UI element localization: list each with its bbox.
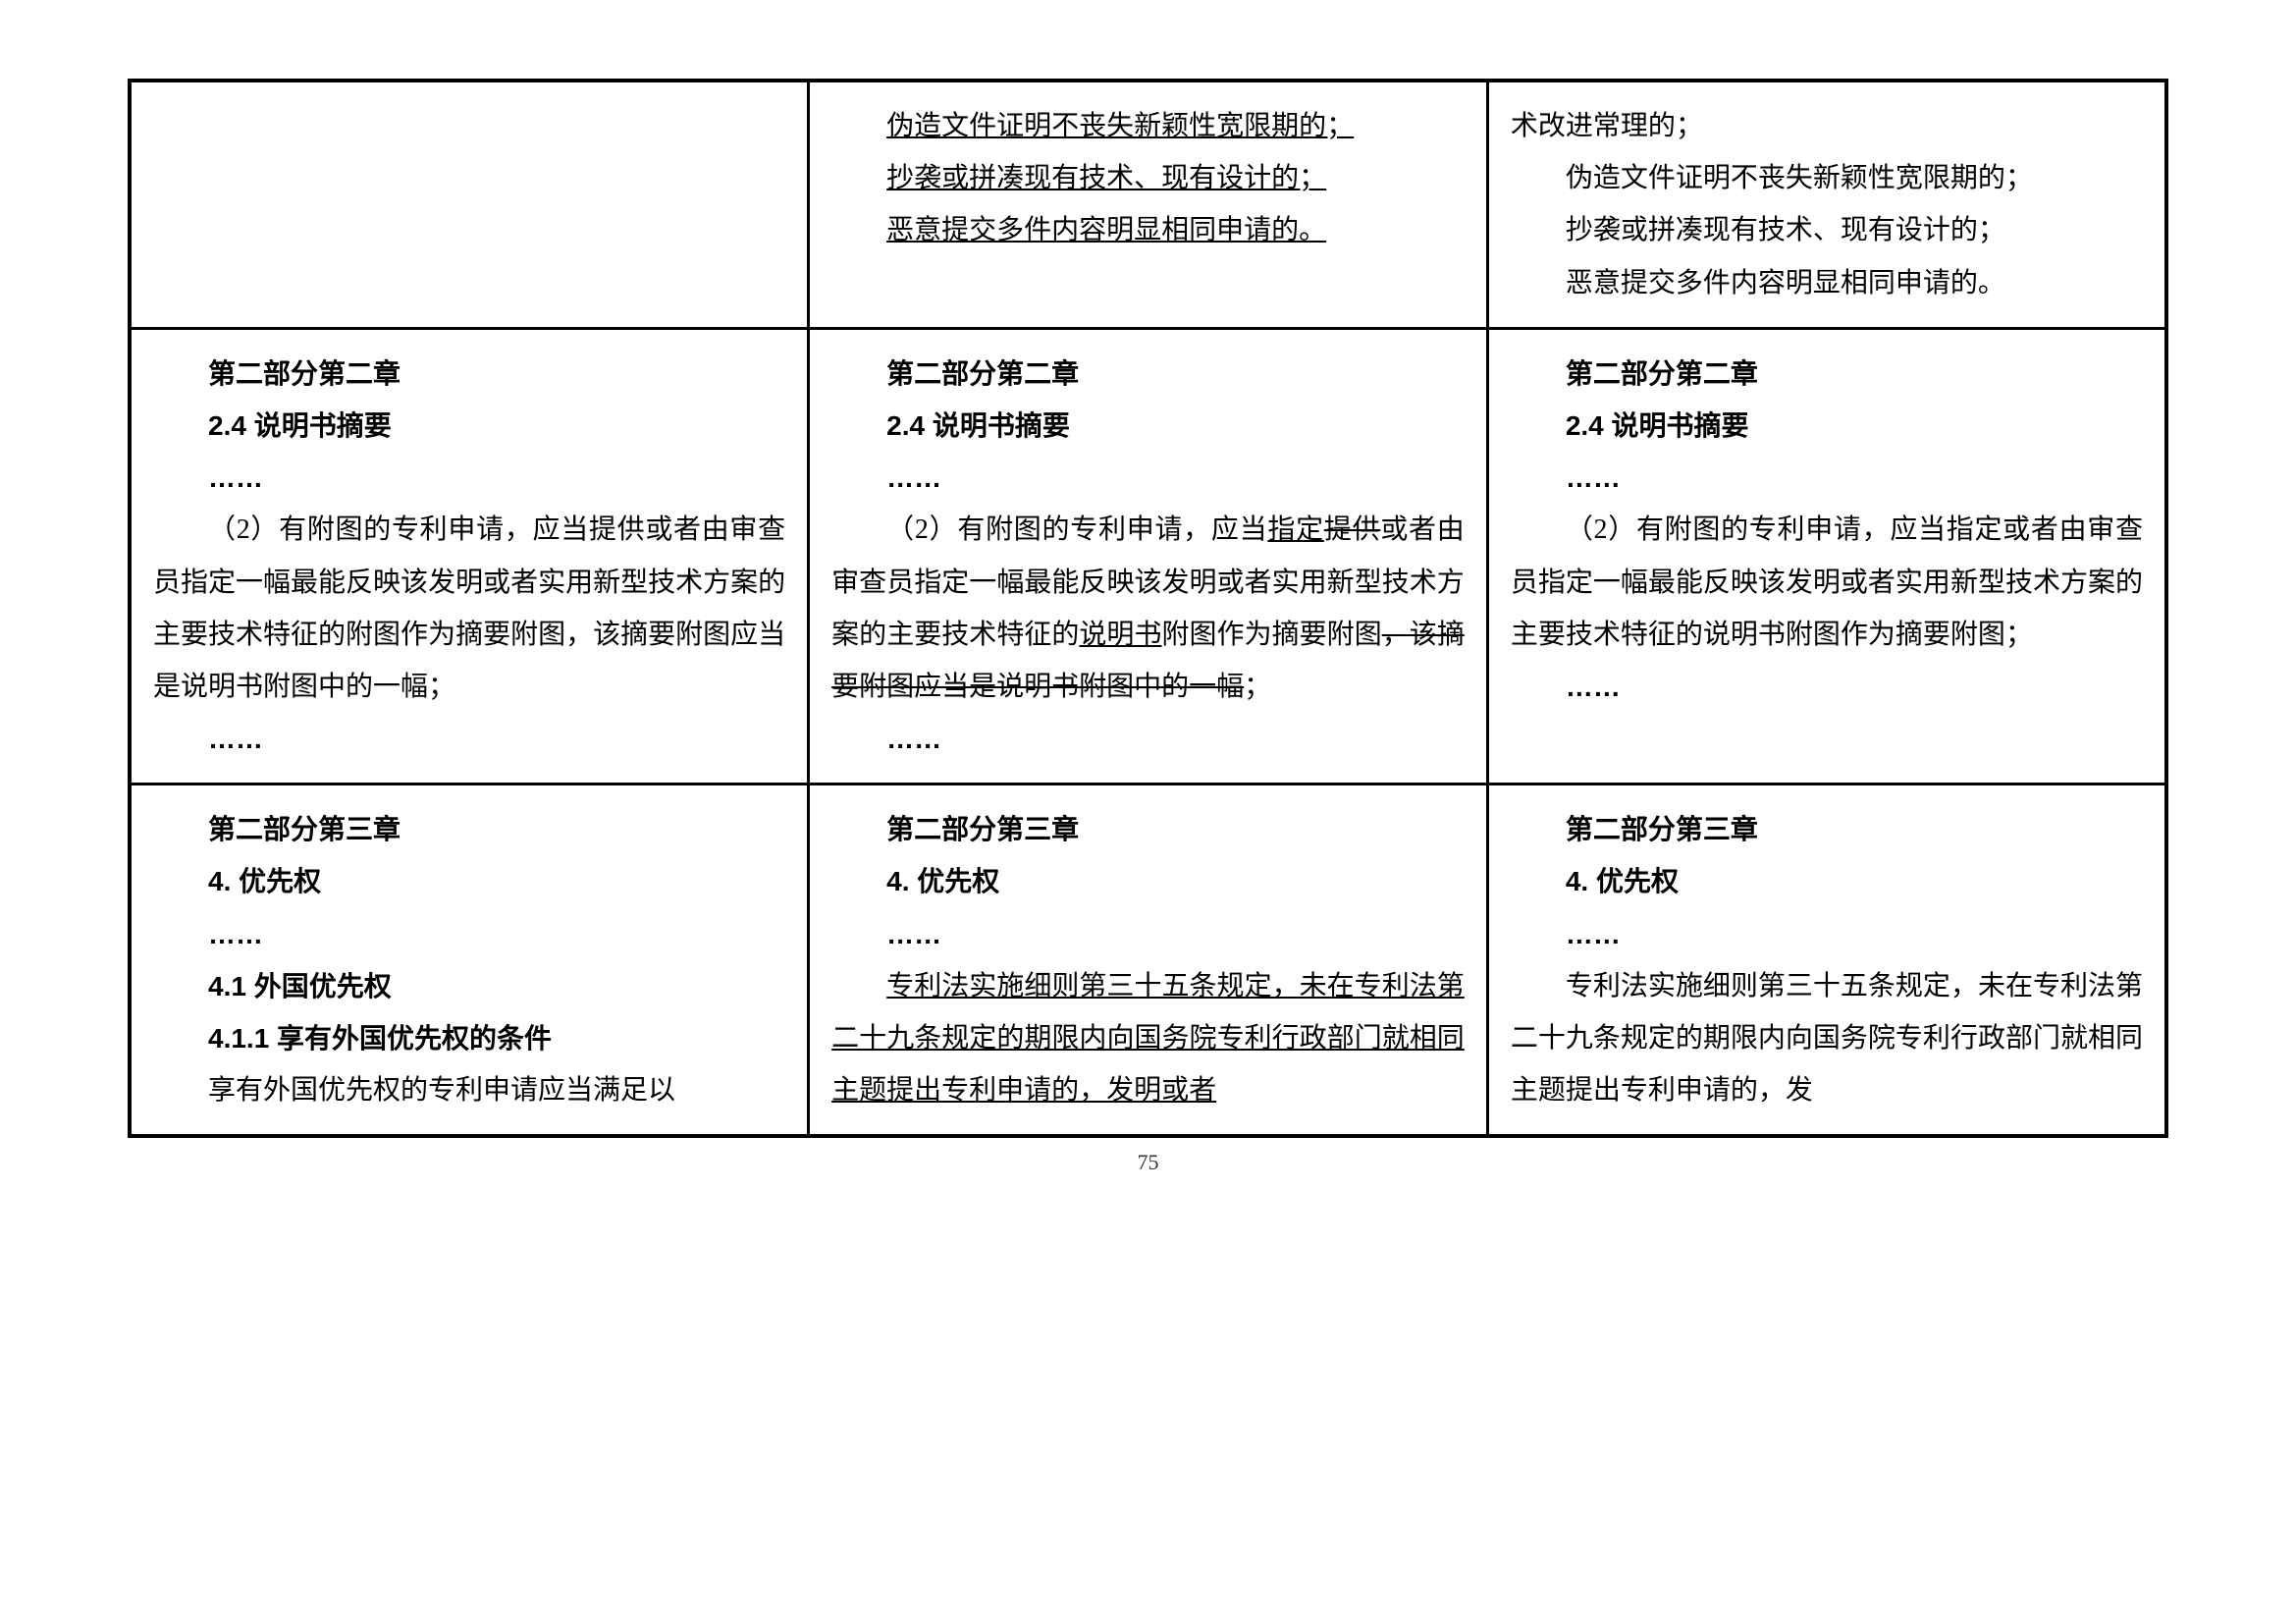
cell-r3c3: 第二部分第三章 4. 优先权 …… 专利法实施细则第三十五条规定，未在专利法第二… bbox=[1487, 784, 2166, 1137]
chapter-heading: 第二部分第二章 bbox=[153, 348, 785, 400]
text-span: （2）有附图的专利申请，应当 bbox=[886, 514, 1267, 545]
cell-r3c1: 第二部分第三章 4. 优先权 …… 4.1 外国优先权 4.1.1 享有外国优先… bbox=[130, 784, 809, 1137]
chapter-heading: 第二部分第二章 bbox=[831, 348, 1465, 400]
chapter-heading: 第二部分第二章 bbox=[1511, 348, 2143, 400]
ellipsis: …… bbox=[831, 452, 1465, 504]
body-text: （2）有附图的专利申请，应当指定或者由审查员指定一幅最能反映该发明或者实用新型技… bbox=[1511, 504, 2143, 661]
chapter-heading: 第二部分第三章 bbox=[831, 803, 1465, 855]
cell-r1c3: 术改进常理的； 伪造文件证明不丧失新颖性宽限期的； 抄袭或拼凑现有技术、现有设计… bbox=[1487, 81, 2166, 328]
cell-r2c1: 第二部分第二章 2.4 说明书摘要 …… （2）有附图的专利申请，应当提供或者由… bbox=[130, 328, 809, 784]
text-line: 抄袭或拼凑现有技术、现有设计的； bbox=[1511, 204, 2143, 256]
text-line: 恶意提交多件内容明显相同申请的。 bbox=[1511, 257, 2143, 309]
ellipsis: …… bbox=[831, 713, 1465, 765]
ellipsis: …… bbox=[831, 908, 1465, 960]
ellipsis: …… bbox=[153, 713, 785, 765]
deleted-text: 提供 bbox=[1324, 514, 1380, 545]
text-line: 术改进常理的； bbox=[1511, 100, 2143, 152]
section-heading: 4. 优先权 bbox=[153, 855, 785, 907]
section-heading: 2.4 说明书摘要 bbox=[153, 400, 785, 452]
subsection-heading: 4.1.1 享有外国优先权的条件 bbox=[153, 1012, 785, 1064]
inserted-text: 专利法实施细则第三十五条规定，未在专利法第二十九条规定的期限内向国务院专利行政部… bbox=[831, 971, 1465, 1106]
text-line: 抄袭或拼凑现有技术、现有设计的； bbox=[886, 163, 1326, 193]
section-heading: 2.4 说明书摘要 bbox=[831, 400, 1465, 452]
text-line: 伪造文件证明不丧失新颖性宽限期的； bbox=[1511, 152, 2143, 204]
text-span: 附图作为摘要附图 bbox=[1162, 620, 1382, 650]
ellipsis: …… bbox=[1511, 452, 2143, 504]
section-heading: 4. 优先权 bbox=[1511, 855, 2143, 907]
cell-r2c3: 第二部分第二章 2.4 说明书摘要 …… （2）有附图的专利申请，应当指定或者由… bbox=[1487, 328, 2166, 784]
comparison-table: 伪造文件证明不丧失新颖性宽限期的； 抄袭或拼凑现有技术、现有设计的； 恶意提交多… bbox=[128, 79, 2168, 1138]
body-text: （2）有附图的专利申请，应当指定提供或者由审查员指定一幅最能反映该发明或者实用新… bbox=[831, 504, 1465, 713]
body-text: （2）有附图的专利申请，应当提供或者由审查员指定一幅最能反映该发明或者实用新型技… bbox=[153, 504, 785, 713]
ellipsis: …… bbox=[1511, 661, 2143, 713]
ellipsis: …… bbox=[1511, 908, 2143, 960]
page-container: 伪造文件证明不丧失新颖性宽限期的； 抄袭或拼凑现有技术、现有设计的； 恶意提交多… bbox=[0, 0, 2296, 1224]
section-heading: 4. 优先权 bbox=[831, 855, 1465, 907]
ellipsis: …… bbox=[153, 908, 785, 960]
text-span: ； bbox=[1244, 672, 1271, 702]
body-text: 享有外国优先权的专利申请应当满足以 bbox=[153, 1064, 785, 1116]
text-line: 伪造文件证明不丧失新颖性宽限期的； bbox=[886, 111, 1354, 141]
cell-r3c2: 第二部分第三章 4. 优先权 …… 专利法实施细则第三十五条规定，未在专利法第二… bbox=[809, 784, 1488, 1137]
chapter-heading: 第二部分第三章 bbox=[153, 803, 785, 855]
body-text: 专利法实施细则第三十五条规定，未在专利法第二十九条规定的期限内向国务院专利行政部… bbox=[831, 960, 1465, 1117]
text-line: 恶意提交多件内容明显相同申请的。 bbox=[886, 215, 1326, 245]
cell-r1c2: 伪造文件证明不丧失新颖性宽限期的； 抄袭或拼凑现有技术、现有设计的； 恶意提交多… bbox=[809, 81, 1488, 328]
page-number: 75 bbox=[128, 1150, 2168, 1175]
inserted-text: 说明书 bbox=[1079, 620, 1161, 650]
chapter-heading: 第二部分第三章 bbox=[1511, 803, 2143, 855]
cell-r2c2: 第二部分第二章 2.4 说明书摘要 …… （2）有附图的专利申请，应当指定提供或… bbox=[809, 328, 1488, 784]
ellipsis: …… bbox=[153, 452, 785, 504]
table-row: 第二部分第二章 2.4 说明书摘要 …… （2）有附图的专利申请，应当提供或者由… bbox=[130, 328, 2166, 784]
section-heading: 2.4 说明书摘要 bbox=[1511, 400, 2143, 452]
table-row: 第二部分第三章 4. 优先权 …… 4.1 外国优先权 4.1.1 享有外国优先… bbox=[130, 784, 2166, 1137]
subsection-heading: 4.1 外国优先权 bbox=[153, 960, 785, 1012]
body-text: 专利法实施细则第三十五条规定，未在专利法第二十九条规定的期限内向国务院专利行政部… bbox=[1511, 960, 2143, 1117]
inserted-text: 指定 bbox=[1267, 514, 1323, 545]
cell-r1c1 bbox=[130, 81, 809, 328]
table-row: 伪造文件证明不丧失新颖性宽限期的； 抄袭或拼凑现有技术、现有设计的； 恶意提交多… bbox=[130, 81, 2166, 328]
